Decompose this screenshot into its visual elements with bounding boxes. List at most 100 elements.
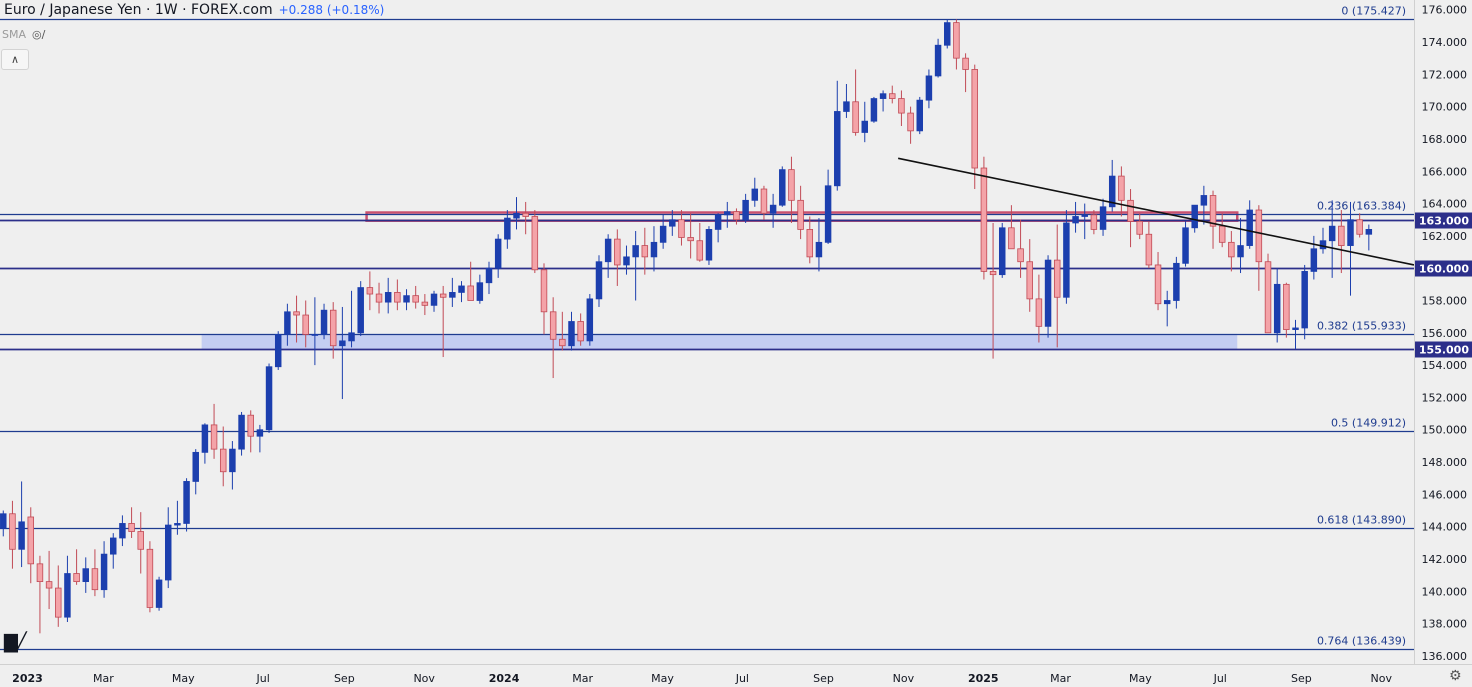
candle[interactable]	[879, 90, 887, 112]
candle[interactable]	[146, 541, 154, 613]
candle[interactable]	[733, 208, 740, 225]
sma-label[interactable]: SMA	[2, 28, 26, 41]
candle[interactable]	[375, 282, 383, 314]
candle[interactable]	[1026, 239, 1033, 312]
candle[interactable]	[705, 226, 713, 265]
candle[interactable]	[45, 550, 53, 610]
candle[interactable]	[119, 515, 126, 547]
candle[interactable]	[293, 295, 300, 343]
candle[interactable]	[302, 300, 309, 348]
candle[interactable]	[595, 255, 603, 307]
candle[interactable]	[1008, 205, 1015, 250]
candle[interactable]	[1292, 319, 1299, 349]
candle[interactable]	[27, 507, 35, 584]
candle[interactable]	[247, 410, 254, 453]
candle[interactable]	[329, 302, 337, 359]
candle[interactable]	[971, 64, 978, 190]
candle[interactable]	[55, 565, 62, 627]
candle[interactable]	[1063, 210, 1070, 304]
candle[interactable]	[934, 38, 942, 78]
candle[interactable]	[824, 169, 832, 244]
candle[interactable]	[632, 231, 639, 301]
candle[interactable]	[1118, 166, 1125, 217]
candle[interactable]	[274, 331, 282, 370]
candle[interactable]	[815, 218, 823, 272]
candle[interactable]	[1200, 185, 1208, 225]
candle[interactable]	[843, 84, 850, 118]
candle[interactable]	[357, 281, 364, 337]
candle[interactable]	[229, 441, 236, 490]
candle[interactable]	[439, 285, 447, 358]
candle[interactable]	[916, 96, 923, 135]
candle[interactable]	[1246, 200, 1253, 249]
candle[interactable]	[1328, 200, 1336, 278]
candle[interactable]	[650, 226, 658, 272]
candle[interactable]	[1237, 218, 1244, 274]
candle[interactable]	[989, 222, 997, 359]
candle[interactable]	[384, 277, 392, 314]
candle[interactable]	[155, 576, 163, 611]
candle[interactable]	[568, 311, 575, 351]
candle[interactable]	[779, 166, 786, 207]
candle[interactable]	[925, 69, 933, 109]
candle[interactable]	[210, 403, 218, 459]
candle[interactable]	[110, 533, 117, 569]
candle[interactable]	[641, 227, 649, 275]
candle[interactable]	[467, 261, 474, 301]
trendline-layer[interactable]	[897, 157, 1415, 266]
candle[interactable]	[1356, 213, 1363, 238]
candle[interactable]	[742, 193, 749, 223]
candle[interactable]	[485, 261, 493, 295]
candle[interactable]	[238, 411, 245, 456]
candle[interactable]	[1127, 189, 1134, 248]
candle[interactable]	[137, 512, 144, 574]
candle[interactable]	[852, 69, 859, 136]
candle[interactable]	[1255, 205, 1263, 291]
candle[interactable]	[18, 481, 25, 568]
candle[interactable]	[604, 234, 612, 278]
candle[interactable]	[91, 549, 99, 597]
candle[interactable]	[1081, 203, 1088, 240]
candle[interactable]	[513, 197, 520, 230]
candle[interactable]	[73, 549, 80, 585]
candle[interactable]	[1044, 255, 1052, 338]
candle[interactable]	[669, 210, 676, 236]
candle[interactable]	[586, 294, 594, 346]
candle[interactable]	[623, 245, 630, 275]
candle[interactable]	[1173, 256, 1180, 309]
time-axis[interactable]: 2023 Mar May Jul Sep Nov 2024 Mar May Jul Sep Nov 20…	[12, 672, 1392, 685]
candle[interactable]	[724, 201, 731, 228]
candle[interactable]	[944, 19, 951, 49]
candle[interactable]	[678, 210, 685, 246]
candle[interactable]	[1365, 224, 1373, 251]
candle[interactable]	[1283, 282, 1290, 338]
candle[interactable]	[806, 216, 814, 264]
candle[interactable]	[1090, 210, 1098, 235]
candle[interactable]	[403, 289, 410, 311]
candle[interactable]	[1163, 290, 1171, 327]
candle[interactable]	[366, 271, 374, 311]
candle[interactable]	[1347, 201, 1354, 296]
candle[interactable]	[659, 214, 667, 249]
candle[interactable]	[998, 222, 1006, 278]
candle[interactable]	[320, 303, 328, 340]
candle[interactable]	[953, 19, 960, 70]
candle[interactable]	[311, 297, 319, 366]
candle[interactable]	[36, 555, 44, 634]
candle[interactable]	[412, 285, 419, 309]
candle[interactable]	[1099, 198, 1107, 236]
candle[interactable]	[164, 507, 172, 589]
candle[interactable]	[1218, 213, 1226, 248]
candle[interactable]	[559, 311, 566, 351]
candle[interactable]	[284, 303, 291, 346]
candle[interactable]	[1035, 274, 1043, 343]
candle[interactable]	[1072, 201, 1079, 233]
candle[interactable]	[522, 201, 529, 235]
candle[interactable]	[201, 423, 209, 464]
candle[interactable]	[494, 234, 502, 278]
candle[interactable]	[1264, 253, 1272, 334]
candle[interactable]	[256, 424, 264, 453]
candle[interactable]	[1301, 264, 1308, 340]
candle[interactable]	[769, 193, 777, 228]
